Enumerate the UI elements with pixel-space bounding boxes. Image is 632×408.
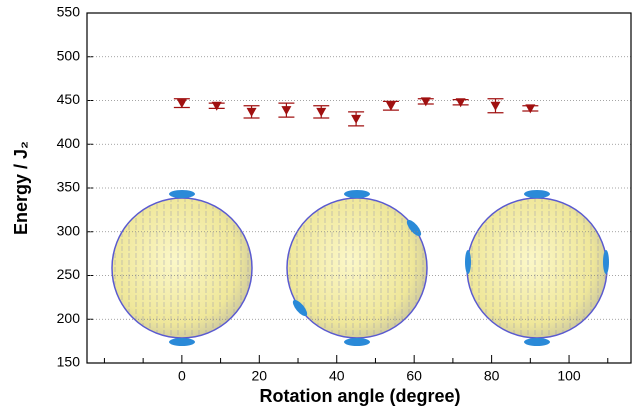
y-tick-label: 200: [57, 310, 81, 326]
marker: [385, 101, 396, 111]
y-tick-label: 150: [57, 354, 81, 370]
marker: [316, 107, 327, 117]
x-tick-label: 20: [252, 368, 268, 384]
x-axis-label: Rotation angle (degree): [259, 386, 460, 406]
y-tick-label: 450: [57, 91, 81, 107]
y-tick-label: 550: [57, 4, 81, 20]
marker: [281, 106, 292, 116]
marker: [525, 104, 536, 114]
x-tick-label: 40: [329, 368, 345, 384]
x-tick-label: 80: [484, 368, 500, 384]
marker: [246, 107, 257, 117]
marker: [176, 99, 187, 109]
y-tick-label: 300: [57, 222, 81, 238]
x-tick-label: 100: [557, 368, 581, 384]
x-tick-label: 0: [178, 368, 186, 384]
x-tick-label: 60: [406, 368, 422, 384]
y-tick-label: 400: [57, 135, 81, 151]
marker: [420, 97, 431, 107]
y-tick-label: 500: [57, 47, 81, 63]
y-tick-label: 350: [57, 179, 81, 195]
marker: [490, 101, 501, 111]
plot-frame: [86, 12, 632, 364]
marker: [455, 98, 466, 108]
marker: [211, 101, 222, 111]
y-axis-label: Energy / J₂: [11, 141, 31, 235]
marker: [351, 114, 362, 124]
spheres: [111, 190, 609, 346]
y-tick-label: 250: [57, 266, 81, 282]
